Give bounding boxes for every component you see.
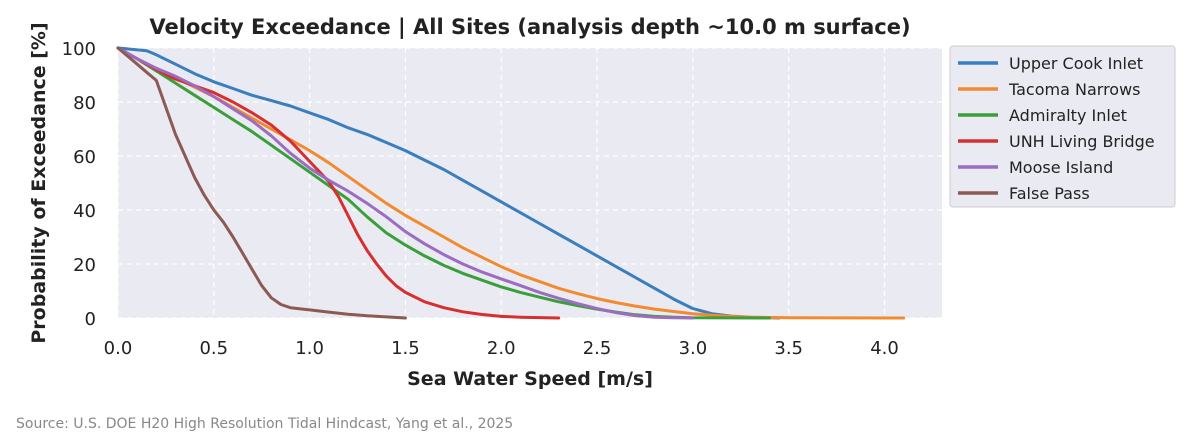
series-line-0	[116, 46, 781, 320]
series-lines	[116, 46, 906, 320]
tick-labels: 0.0 0.5 1.0 1.5 2.0 2.5 3.0 3.5 4.0 0 20 40 60 80 100	[62, 39, 899, 359]
x-axis-label: Sea Water Speed [m/s]	[407, 368, 653, 390]
x-tick-label: 1.0	[295, 338, 324, 359]
x-tick-label: 2.0	[487, 338, 516, 359]
y-tick-label: 20	[73, 255, 96, 276]
x-tick-label: 2.5	[583, 338, 612, 359]
x-tick-label: 1.5	[391, 338, 420, 359]
x-tick-label: 0.5	[199, 338, 228, 359]
source-note: Source: U.S. DOE H20 High Resolution Tid…	[16, 416, 513, 432]
series-line-5	[116, 46, 407, 320]
x-tick-label: 3.5	[774, 338, 803, 359]
legend-entry: Upper Cook Inlet	[1009, 54, 1143, 73]
legend: Upper Cook Inlet Tacoma Narrows Admiralty …	[949, 45, 1176, 208]
legend-entry: Tacoma Narrows	[1008, 80, 1141, 99]
legend-entry: False Pass	[1009, 184, 1090, 203]
x-tick-label: 0.0	[104, 338, 133, 359]
y-tick-label: 0	[85, 309, 96, 330]
legend-entry: Moose Island	[1009, 158, 1113, 177]
legend-box	[949, 45, 1176, 208]
y-tick-label: 100	[62, 39, 96, 60]
x-tick-label: 4.0	[870, 338, 899, 359]
chart-title: Velocity Exceedance | All Sites (analysi…	[149, 15, 910, 40]
series-line-4	[116, 46, 695, 320]
x-tick-label: 3.0	[679, 338, 708, 359]
legend-entry: Admiralty Inlet	[1009, 106, 1127, 125]
y-axis-label: Probability of Exceedance [%]	[28, 22, 50, 343]
y-tick-label: 80	[73, 93, 96, 114]
legend-entry: UNH Living Bridge	[1009, 132, 1155, 151]
y-tick-label: 60	[73, 147, 96, 168]
y-tick-label: 40	[73, 201, 96, 222]
